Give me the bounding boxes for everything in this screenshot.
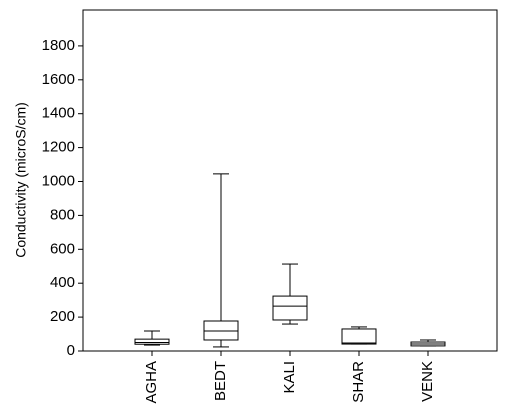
y-tick-label: 400: [50, 274, 75, 291]
box: [134, 338, 170, 345]
y-axis-label: Conductivity (microS/cm): [13, 102, 29, 258]
y-tick-label: 0: [67, 342, 75, 359]
y-tick-label: 800: [50, 206, 75, 223]
x-tick-label: KALI: [281, 361, 298, 394]
y-tick-label: 1800: [42, 37, 75, 54]
x-tick-label: AGHA: [143, 361, 160, 404]
box: [272, 295, 308, 321]
y-tick-label: 1200: [42, 139, 75, 156]
y-tick-label: 1400: [42, 105, 75, 122]
box: [203, 320, 239, 341]
x-tick-label: SHAR: [350, 361, 367, 403]
x-tick-label: BEDT: [212, 361, 229, 401]
box: [341, 328, 377, 345]
x-tick-label: VENK: [419, 361, 436, 402]
y-tick-label: 1000: [42, 172, 75, 189]
y-tick-label: 600: [50, 240, 75, 257]
y-tick-label: 1600: [42, 71, 75, 88]
y-tick-label: 200: [50, 308, 75, 325]
